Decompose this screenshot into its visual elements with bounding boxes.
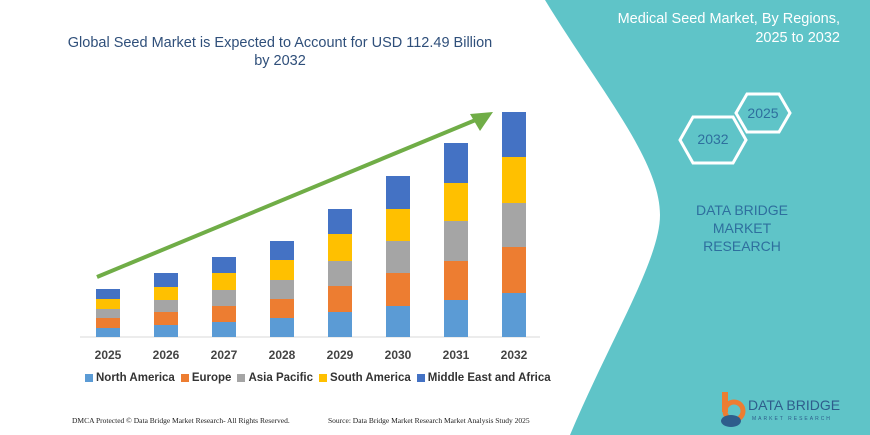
bar-segment-2029-0 (328, 312, 352, 337)
bar-segment-2027-3 (212, 273, 236, 290)
bar-segment-2032-1 (502, 247, 526, 293)
bar-segment-2026-2 (154, 300, 178, 312)
x-tick-label: 2027 (211, 348, 238, 362)
bar-segment-2029-1 (328, 286, 352, 312)
x-tick-label: 2026 (153, 348, 180, 362)
logo-icon (722, 392, 728, 412)
bar-segment-2031-1 (444, 261, 468, 300)
legend-swatch (85, 374, 93, 382)
legend-item: North America (85, 372, 175, 384)
side-title-line1: Medical Seed Market, By Regions, (617, 11, 840, 27)
legend-label: Asia Pacific (248, 372, 314, 384)
bar-segment-2027-0 (212, 322, 236, 337)
bar-segment-2025-2 (96, 309, 120, 318)
source: Source: Data Bridge Market Research Mark… (328, 416, 530, 425)
legend-item: South America (319, 372, 411, 384)
legend-label: Middle East and Africa (427, 372, 551, 384)
brand-text: DATA BRIDGE MARKET RESEARCH (668, 201, 816, 255)
bar-segment-2032-4 (502, 112, 526, 157)
legend-label: South America (330, 372, 411, 384)
hexagon-2032 (678, 115, 748, 165)
bar-segment-2028-0 (270, 318, 294, 337)
bar-segment-2031-0 (444, 300, 468, 337)
x-tick-label: 2029 (327, 348, 354, 362)
legend-label: Europe (191, 372, 232, 384)
brand-line2: RESEARCH (703, 238, 781, 254)
bar-segment-2032-3 (502, 157, 526, 203)
bar-segment-2025-4 (96, 289, 120, 299)
legend-swatch (319, 374, 328, 382)
bar-segment-2028-1 (270, 299, 294, 318)
x-tick-label: 2031 (443, 348, 470, 362)
bar-segment-2030-1 (386, 273, 410, 306)
chart-title: Global Seed Market is Expected to Accoun… (67, 35, 493, 69)
copyright: DMCA Protected © Data Bridge Market Rese… (72, 416, 290, 425)
hexagon-2025 (734, 92, 792, 134)
hex-label-2025: 2025 (747, 105, 779, 121)
legend-label: North America (96, 372, 175, 384)
bar-segment-2030-2 (386, 241, 410, 273)
logo-tagline: MARKET RESEARCH (752, 416, 832, 422)
trend-arrow-head (470, 112, 493, 131)
legend-item: Middle East and Africa (416, 372, 551, 384)
bar-segment-2029-4 (328, 209, 352, 234)
x-tick-label: 2025 (95, 348, 122, 362)
bar-segment-2028-4 (270, 241, 294, 260)
bar-segment-2031-4 (444, 143, 468, 183)
bar-segment-2029-2 (328, 261, 352, 286)
bar-segment-2025-3 (96, 299, 120, 309)
legend-item: Europe (180, 372, 232, 384)
x-tick-label: 2028 (269, 348, 296, 362)
bar-segment-2026-1 (154, 312, 178, 325)
legend: North America Europe Asia Pacific South Ame… (85, 372, 551, 384)
x-tick-label: 2030 (385, 348, 412, 362)
bar-segment-2030-4 (386, 176, 410, 209)
bar-segment-2028-2 (270, 280, 294, 299)
bar-segment-2031-2 (444, 221, 468, 261)
bar-segment-2030-3 (386, 209, 410, 241)
bar-segment-2028-3 (270, 260, 294, 280)
trend-arrow-line (96, 117, 479, 279)
bar-segment-2027-4 (212, 257, 236, 273)
legend-swatch (416, 374, 425, 382)
bar-segment-2025-0 (96, 328, 120, 337)
logo-name: DATA BRIDGE (748, 397, 841, 413)
x-tick-label: 2032 (501, 348, 528, 362)
legend-swatch (180, 374, 189, 382)
legend-item: Asia Pacific (237, 372, 313, 384)
side-panel-title: Medical Seed Market, By Regions, 2025 to… (540, 10, 840, 48)
bar-segment-2026-4 (154, 273, 178, 287)
bar-segment-2030-0 (386, 306, 410, 337)
legend-swatch (237, 374, 246, 382)
bar-segment-2026-3 (154, 287, 178, 300)
brand-line1: DATA BRIDGE MARKET (695, 202, 789, 236)
bar-segment-2027-2 (212, 290, 236, 306)
bar-segment-2032-2 (502, 203, 526, 247)
bar-segment-2026-0 (154, 325, 178, 337)
side-title-line2: 2025 to 2032 (755, 30, 840, 46)
bar-segment-2031-3 (444, 183, 468, 221)
hex-label-2032: 2032 (697, 131, 729, 147)
bar-segment-2032-0 (502, 293, 526, 337)
bar-segment-2025-1 (96, 318, 120, 328)
bar-segment-2027-1 (212, 306, 236, 322)
bar-segment-2029-3 (328, 234, 352, 261)
